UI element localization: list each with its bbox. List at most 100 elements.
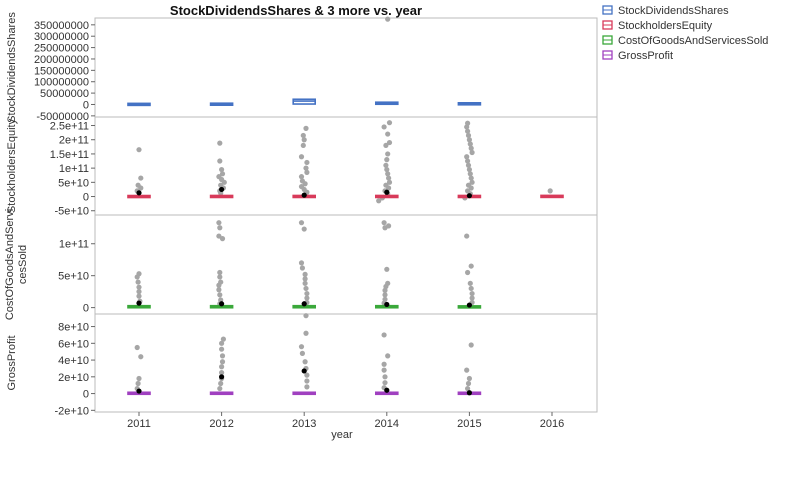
outlier-point [136,289,142,295]
y-tick-label: 50000000 [40,88,89,100]
panel-frame [94,214,598,315]
outlier-point [303,285,309,292]
outlier-point [136,375,142,382]
outlier-point [301,226,307,232]
y-axis-label: StockDividendsShares [6,12,18,123]
outlier-point [466,137,472,143]
y-tick-label: 8e+10 [58,322,89,334]
outlier-point [381,124,387,130]
outlier-point [468,175,474,181]
y-axis-label: StockholdersEquity [6,118,18,213]
y-tick-label: 6e+10 [58,338,89,350]
outlier-point [381,367,387,373]
chart-title: StockDividendsShares & 3 more vs. year [170,3,422,18]
y-tick-label: 0 [83,99,89,111]
outlier-point [465,380,472,387]
outlier-point [302,276,308,282]
outlier-point [298,154,305,160]
y-tick-label: 100000000 [34,77,89,89]
outlier-point [382,225,388,231]
x-axis-label: year [331,429,353,441]
outlier-point [217,385,223,392]
mean-point [301,192,307,198]
outlier-point [217,269,223,276]
outlier-point [303,125,309,131]
outlier-point [469,295,475,301]
outlier-point [138,175,144,181]
outlier-point [385,171,391,177]
outlier-point [304,169,310,175]
outlier-point [216,282,222,288]
outlier-point [298,174,305,180]
outlier-point [303,330,309,336]
outlier-point [219,370,225,376]
outlier-point [221,179,227,185]
y-tick-label: 150000000 [34,65,89,77]
outlier-point [465,162,472,168]
outlier-point [217,225,223,231]
outlier-point [304,372,310,378]
outlier-point [303,313,309,319]
panel-3: 8e+10 6e+10 4e+10 2e+10 0 -2e+10 GrossProfit [6,313,598,417]
mean-point [466,193,472,199]
x-tick-label: 2014 [375,418,399,430]
outlier-point [135,380,141,387]
panel-0: 3500000003000000002500000002000000001500… [6,12,598,123]
outlier-point [467,141,473,147]
outlier-point [298,220,305,226]
outlier-point [135,279,141,285]
y-axis-label: CostOfGoodsAndServi [4,209,16,320]
outlier-point [469,149,475,156]
outlier-point [468,342,474,348]
outlier-point [382,292,388,298]
y-tick-label: 0 [83,303,89,315]
outlier-point [134,344,140,351]
outlier-point [466,166,472,173]
outlier-point [302,280,308,286]
y-tick-label: 2e+10 [58,372,89,384]
outlier-point [136,293,142,299]
x-tick-label: 2016 [540,418,564,430]
y-tick-label: -2e+10 [54,405,89,417]
y-tick-label: 200000000 [34,54,89,66]
outlier-point [468,285,474,292]
mean-point [136,190,142,196]
y-tick-label: 1.5e+11 [50,149,89,161]
outlier-point [382,374,388,380]
outlier-point [385,151,391,157]
mean-point [301,368,307,374]
outlier-point [465,128,471,134]
outlier-point [303,165,309,171]
outlier-point [465,269,471,276]
y-axis-label: GrossProfit [6,335,18,390]
y-tick-label: 2e+11 [59,135,89,147]
outlier-point [466,375,472,382]
x-tick-label: 2013 [292,418,316,430]
outlier-point [219,353,226,359]
y-tick-label: 4e+10 [58,355,89,367]
outlier-point [216,233,222,239]
outlier-point [219,340,225,346]
legend-label: GrossProfit [618,50,673,62]
chart-panels: 3500000003000000002500000002000000001500… [4,12,598,417]
y-tick-label: 350000000 [34,20,89,32]
outlier-point [465,385,471,392]
outlier-point [217,140,223,146]
x-tick-label: 2011 [127,418,151,430]
outlier-point [302,359,308,365]
outlier-point [467,171,473,177]
outlier-point [219,166,225,173]
outlier-point [136,284,142,290]
y-tick-label: -50000000 [36,111,89,123]
outlier-point [385,353,391,359]
outlier-point [134,274,140,280]
outlier-point [304,295,310,301]
outlier-point [384,266,390,272]
outlier-point [298,260,305,266]
outlier-point [217,292,223,298]
outlier-point [468,263,474,269]
outlier-point [464,124,470,130]
legend: StockDividendsShares StockholdersEquity Co… [602,5,768,62]
outlier-point [468,185,474,191]
outlier-point [384,166,390,173]
